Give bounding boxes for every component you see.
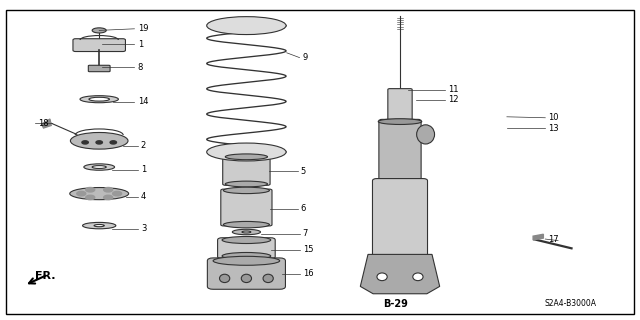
Circle shape	[104, 195, 113, 200]
Text: S2A4-B3000A: S2A4-B3000A	[545, 300, 597, 308]
FancyBboxPatch shape	[73, 39, 125, 52]
Text: 3: 3	[141, 224, 146, 233]
FancyBboxPatch shape	[379, 119, 421, 184]
Text: 10: 10	[548, 113, 559, 122]
Text: 18: 18	[38, 119, 49, 128]
Text: 4: 4	[141, 192, 146, 201]
Ellipse shape	[241, 274, 252, 283]
Ellipse shape	[70, 188, 129, 200]
FancyBboxPatch shape	[207, 258, 285, 289]
Text: 13: 13	[548, 124, 559, 132]
Ellipse shape	[223, 187, 269, 194]
Text: 8: 8	[138, 63, 143, 72]
Ellipse shape	[242, 231, 251, 233]
Ellipse shape	[220, 274, 230, 283]
Circle shape	[86, 188, 95, 192]
FancyBboxPatch shape	[221, 189, 272, 226]
Ellipse shape	[225, 154, 268, 160]
Ellipse shape	[92, 166, 106, 168]
Ellipse shape	[94, 225, 104, 227]
Circle shape	[110, 141, 116, 144]
Ellipse shape	[92, 28, 106, 33]
Text: FR.: FR.	[35, 271, 56, 281]
Ellipse shape	[263, 274, 273, 283]
Text: 6: 6	[301, 204, 306, 213]
Ellipse shape	[213, 256, 280, 265]
Text: 9: 9	[303, 53, 308, 62]
Circle shape	[82, 141, 88, 144]
Circle shape	[96, 141, 102, 144]
Ellipse shape	[232, 229, 260, 235]
Text: 2: 2	[141, 141, 146, 150]
Text: 15: 15	[303, 245, 313, 254]
Ellipse shape	[70, 132, 128, 149]
Ellipse shape	[413, 273, 423, 281]
FancyBboxPatch shape	[388, 89, 412, 123]
Text: 1: 1	[141, 165, 146, 174]
Ellipse shape	[377, 273, 387, 281]
Polygon shape	[42, 119, 51, 128]
Text: 12: 12	[448, 95, 458, 104]
FancyBboxPatch shape	[218, 238, 275, 259]
Ellipse shape	[80, 96, 118, 103]
FancyBboxPatch shape	[372, 179, 428, 257]
Ellipse shape	[378, 119, 422, 124]
Circle shape	[77, 191, 86, 196]
Circle shape	[113, 191, 122, 196]
Circle shape	[86, 195, 95, 200]
Text: 17: 17	[548, 235, 559, 244]
Text: B-29: B-29	[383, 299, 408, 309]
Text: 11: 11	[448, 85, 458, 94]
Ellipse shape	[207, 17, 286, 35]
Ellipse shape	[225, 181, 268, 187]
Text: 7: 7	[303, 229, 308, 238]
Text: 5: 5	[301, 167, 306, 176]
Text: 1: 1	[138, 40, 143, 49]
Ellipse shape	[417, 125, 435, 144]
Text: 14: 14	[138, 97, 148, 106]
Ellipse shape	[83, 222, 116, 229]
Ellipse shape	[89, 97, 109, 101]
Ellipse shape	[207, 143, 286, 161]
Text: 16: 16	[303, 269, 314, 278]
FancyBboxPatch shape	[223, 156, 270, 185]
Ellipse shape	[84, 164, 115, 170]
Text: 19: 19	[138, 24, 148, 33]
Circle shape	[104, 188, 113, 192]
Ellipse shape	[222, 236, 271, 244]
Polygon shape	[360, 254, 440, 294]
Ellipse shape	[222, 252, 271, 260]
Ellipse shape	[223, 221, 269, 228]
FancyBboxPatch shape	[88, 65, 110, 72]
Polygon shape	[533, 234, 543, 240]
